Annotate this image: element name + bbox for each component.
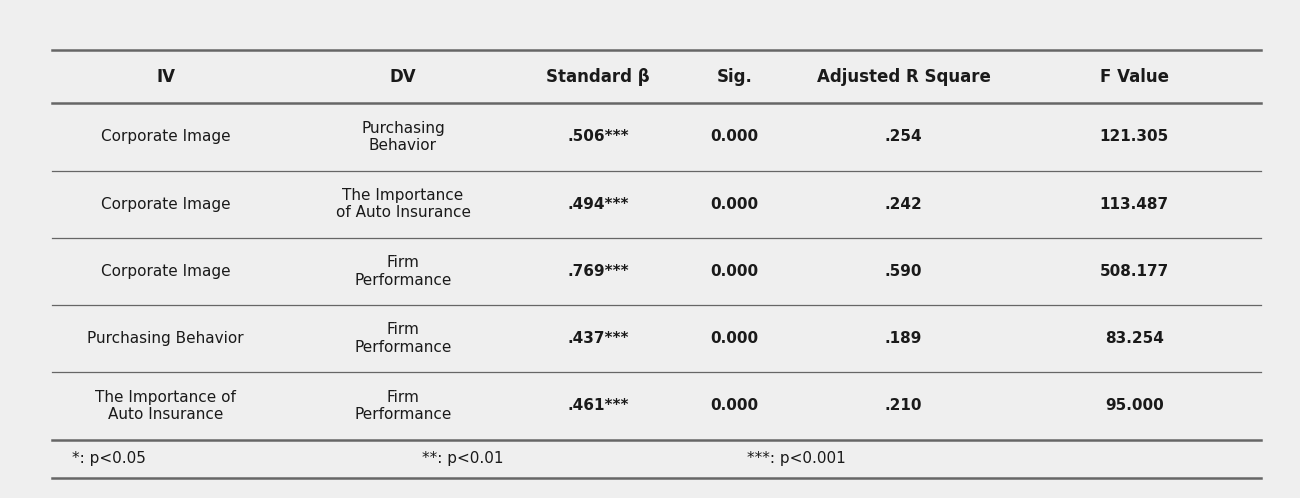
Text: 0.000: 0.000 (710, 264, 759, 279)
Text: .210: .210 (885, 398, 922, 413)
Text: .461***: .461*** (567, 398, 629, 413)
Text: Corporate Image: Corporate Image (101, 129, 230, 144)
Text: .437***: .437*** (567, 331, 629, 346)
Text: Firm
Performance: Firm Performance (355, 390, 451, 422)
Text: Adjusted R Square: Adjusted R Square (816, 68, 991, 86)
Text: Firm
Performance: Firm Performance (355, 255, 451, 288)
Text: .590: .590 (885, 264, 922, 279)
Text: 508.177: 508.177 (1100, 264, 1169, 279)
Text: DV: DV (390, 68, 416, 86)
Text: *: p<0.05: *: p<0.05 (72, 451, 146, 466)
Text: Corporate Image: Corporate Image (101, 197, 230, 212)
Text: .242: .242 (884, 197, 923, 212)
Text: F Value: F Value (1100, 68, 1169, 86)
Text: .506***: .506*** (567, 129, 629, 144)
Text: Purchasing Behavior: Purchasing Behavior (87, 331, 244, 346)
Text: 0.000: 0.000 (710, 331, 759, 346)
Text: Corporate Image: Corporate Image (101, 264, 230, 279)
Text: IV: IV (156, 68, 176, 86)
Text: .769***: .769*** (567, 264, 629, 279)
Text: Sig.: Sig. (716, 68, 753, 86)
Text: ***: p<0.001: ***: p<0.001 (747, 451, 846, 466)
Text: 83.254: 83.254 (1105, 331, 1164, 346)
Text: The Importance
of Auto Insurance: The Importance of Auto Insurance (335, 188, 471, 221)
Text: 0.000: 0.000 (710, 197, 759, 212)
Text: 113.487: 113.487 (1100, 197, 1169, 212)
Text: .254: .254 (885, 129, 922, 144)
Text: The Importance of
Auto Insurance: The Importance of Auto Insurance (95, 390, 237, 422)
Text: Purchasing
Behavior: Purchasing Behavior (361, 121, 445, 153)
Text: 121.305: 121.305 (1100, 129, 1169, 144)
Text: 0.000: 0.000 (710, 398, 759, 413)
Text: **: p<0.01: **: p<0.01 (422, 451, 504, 466)
Text: .494***: .494*** (567, 197, 629, 212)
Text: .189: .189 (885, 331, 922, 346)
Text: 95.000: 95.000 (1105, 398, 1164, 413)
Text: Standard β: Standard β (546, 68, 650, 86)
Text: 0.000: 0.000 (710, 129, 759, 144)
Text: Firm
Performance: Firm Performance (355, 323, 451, 355)
